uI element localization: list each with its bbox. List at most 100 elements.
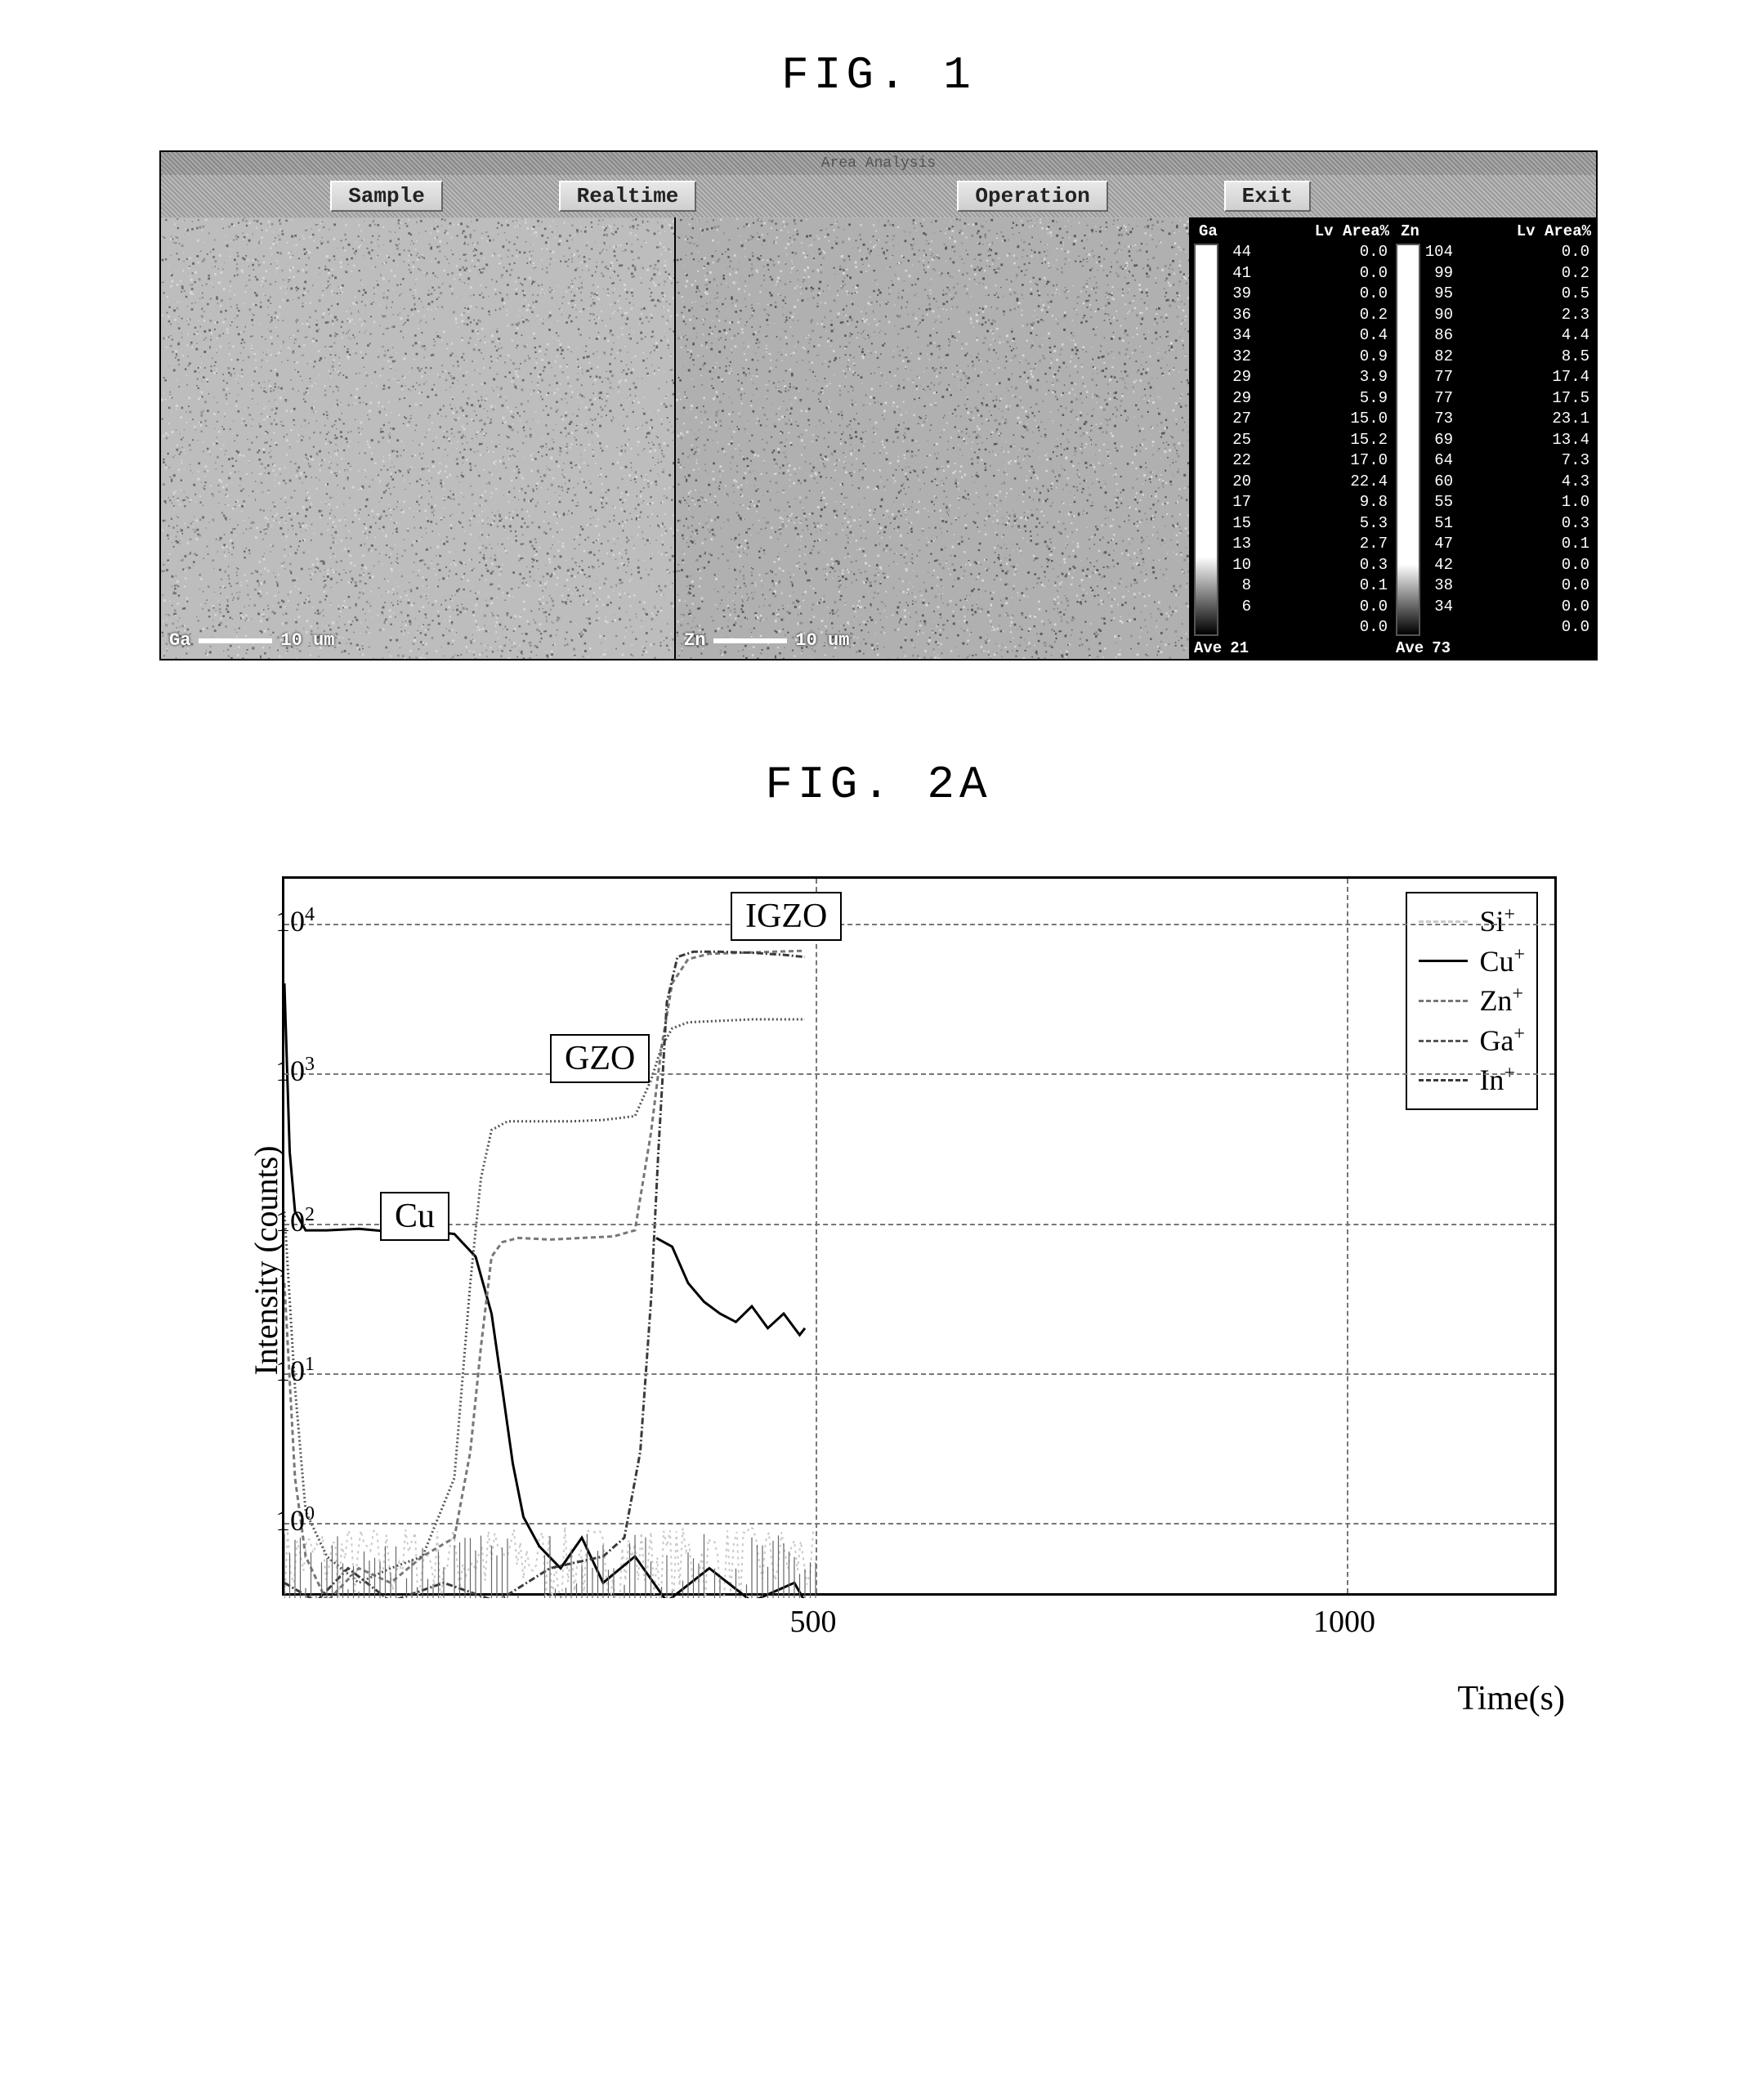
- baseline-hatch: [284, 1534, 816, 1598]
- colorbar-ga: [1194, 244, 1218, 636]
- data-column-ga: Ga Lv Area% 440.0 410.0 390.0 360.2 340.4 320.9…: [1194, 222, 1391, 657]
- menu-operation-button[interactable]: Operation: [957, 181, 1107, 212]
- figure-1-label: FIG. 1: [781, 49, 976, 101]
- plot-area: Si+Cu+Zn+Ga+In+ Cu GZO IGZO: [282, 876, 1557, 1596]
- data-row: 179.8: [1222, 494, 1391, 511]
- data-row: 132.7: [1222, 535, 1391, 553]
- data-row: 0.0: [1424, 619, 1593, 636]
- data-row: 2515.2: [1222, 432, 1391, 449]
- fig1-window: Area Analysis Sample Realtime Operation Exi…: [159, 150, 1598, 660]
- data-row: 510.3: [1424, 515, 1593, 532]
- data-row: 340.0: [1424, 598, 1593, 616]
- region-label-gzo: GZO: [550, 1034, 650, 1083]
- fig1-menubar: Sample Realtime Operation Exit: [161, 175, 1596, 217]
- data-row: 2022.4: [1222, 473, 1391, 490]
- menu-sample-button[interactable]: Sample: [330, 181, 443, 212]
- y-tick-label: 102: [241, 1204, 315, 1238]
- figure-2a-block: FIG. 2A Intensity (counts) Si+Cu+Zn+Ga+I…: [0, 759, 1757, 1661]
- x-tick-label: 1000: [1313, 1604, 1375, 1640]
- y-tick-label: 103: [241, 1054, 315, 1088]
- x-tick-label: 500: [790, 1604, 837, 1640]
- scalebar-zn-val: 10 um: [795, 630, 849, 651]
- data-row: 420.0: [1424, 557, 1593, 574]
- data-row: 0.0: [1222, 619, 1391, 636]
- data-row: 390.0: [1222, 285, 1391, 302]
- figure-2a-label: FIG. 2A: [765, 759, 991, 811]
- plot-wrap: Intensity (counts) Si+Cu+Zn+Ga+In+ Cu GZO…: [159, 860, 1598, 1661]
- y-tick-label: 104: [241, 904, 315, 938]
- scalebar-bar-icon: [713, 638, 787, 643]
- region-label-cu: Cu: [380, 1192, 449, 1241]
- data-row: 80.1: [1222, 577, 1391, 594]
- data-row: 340.4: [1222, 327, 1391, 344]
- scalebar-ga-val: 10 um: [280, 630, 334, 651]
- region-label-igzo: IGZO: [731, 892, 842, 941]
- data-row: 380.0: [1424, 577, 1593, 594]
- scalebar-ga-el: Ga: [169, 630, 190, 651]
- scalebar-zn: Zn 10 um: [684, 630, 849, 651]
- legend-item-in: In+: [1419, 1060, 1525, 1100]
- data-row: 2217.0: [1222, 452, 1391, 469]
- scalebar-ga: Ga 10 um: [169, 630, 334, 651]
- data-panel: Ga Lv Area% 440.0 410.0 390.0 360.2 340.4 320.9…: [1191, 217, 1596, 659]
- data-row: 440.0: [1222, 244, 1391, 261]
- data-row: 100.3: [1222, 557, 1391, 574]
- scalebar-bar-icon: [199, 638, 272, 643]
- data-row: 1040.0: [1424, 244, 1593, 261]
- data-row: 7717.5: [1424, 390, 1593, 407]
- data-row: 295.9: [1222, 390, 1391, 407]
- fig2-container: Intensity (counts) Si+Cu+Zn+Ga+In+ Cu GZO…: [159, 860, 1598, 1661]
- series-cu-tail: [656, 1238, 805, 1335]
- data-row: 155.3: [1222, 515, 1391, 532]
- scalebar-zn-el: Zn: [684, 630, 705, 651]
- data-row: 360.2: [1222, 307, 1391, 324]
- data-row: 990.2: [1424, 265, 1593, 282]
- data-row: 6913.4: [1424, 432, 1593, 449]
- legend-item-cu: Cu+: [1419, 942, 1525, 982]
- data-row: 902.3: [1424, 307, 1593, 324]
- data-row: 647.3: [1424, 452, 1593, 469]
- legend-item-zn: Zn+: [1419, 981, 1525, 1021]
- map-image-ga: [161, 217, 674, 659]
- y-axis-title: Intensity (counts): [247, 1145, 285, 1375]
- legend-item-si: Si+: [1419, 902, 1525, 942]
- data-row: 60.0: [1222, 598, 1391, 616]
- data-row: 950.5: [1424, 285, 1593, 302]
- data-row: 2715.0: [1222, 410, 1391, 428]
- series-zn: [284, 951, 805, 1598]
- data-avg-row: Ave73: [1396, 636, 1593, 657]
- data-row: 470.1: [1424, 535, 1593, 553]
- data-col-header: Ga: [1199, 222, 1218, 240]
- data-column-zn: Zn Lv Area% 1040.0 990.2 950.5 902.3 864.4 828.…: [1396, 222, 1593, 657]
- data-row: 604.3: [1424, 473, 1593, 490]
- figure-1-block: FIG. 1 Area Analysis Sample Realtime Opera…: [0, 49, 1757, 660]
- y-tick-label: 100: [241, 1503, 315, 1538]
- map-image-zn: [676, 217, 1189, 659]
- series-ga: [284, 1019, 805, 1583]
- series-in: [284, 951, 805, 1598]
- fig1-body: Ga 10 um Zn 10 um Ga Lv Area% 440.0 410.0 39…: [161, 217, 1596, 659]
- colorbar-zn: [1396, 244, 1420, 636]
- fig1-titlebar: Area Analysis: [161, 152, 1596, 175]
- map-panel-ga: Ga 10 um: [161, 217, 676, 659]
- y-tick-label: 101: [241, 1354, 315, 1388]
- data-col-sub: Lv Area%: [1517, 222, 1591, 240]
- map-panel-zn: Zn 10 um: [676, 217, 1191, 659]
- data-row: 828.5: [1424, 348, 1593, 365]
- data-row: 551.0: [1424, 494, 1593, 511]
- data-row: 7323.1: [1424, 410, 1593, 428]
- plot-svg: [284, 879, 1559, 1598]
- data-col-sub: Lv Area%: [1315, 222, 1389, 240]
- data-row: 864.4: [1424, 327, 1593, 344]
- menu-realtime-button[interactable]: Realtime: [559, 181, 697, 212]
- series-cu: [284, 983, 805, 1598]
- data-avg-row: Ave21: [1194, 636, 1391, 657]
- x-axis-title: Time(s): [1458, 1679, 1565, 1718]
- data-col-header: Zn: [1401, 222, 1419, 240]
- menu-exit-button[interactable]: Exit: [1224, 181, 1311, 212]
- legend-item-ga: Ga+: [1419, 1021, 1525, 1061]
- data-row: 7717.4: [1424, 369, 1593, 386]
- data-row: 293.9: [1222, 369, 1391, 386]
- data-row: 320.9: [1222, 348, 1391, 365]
- data-row: 410.0: [1222, 265, 1391, 282]
